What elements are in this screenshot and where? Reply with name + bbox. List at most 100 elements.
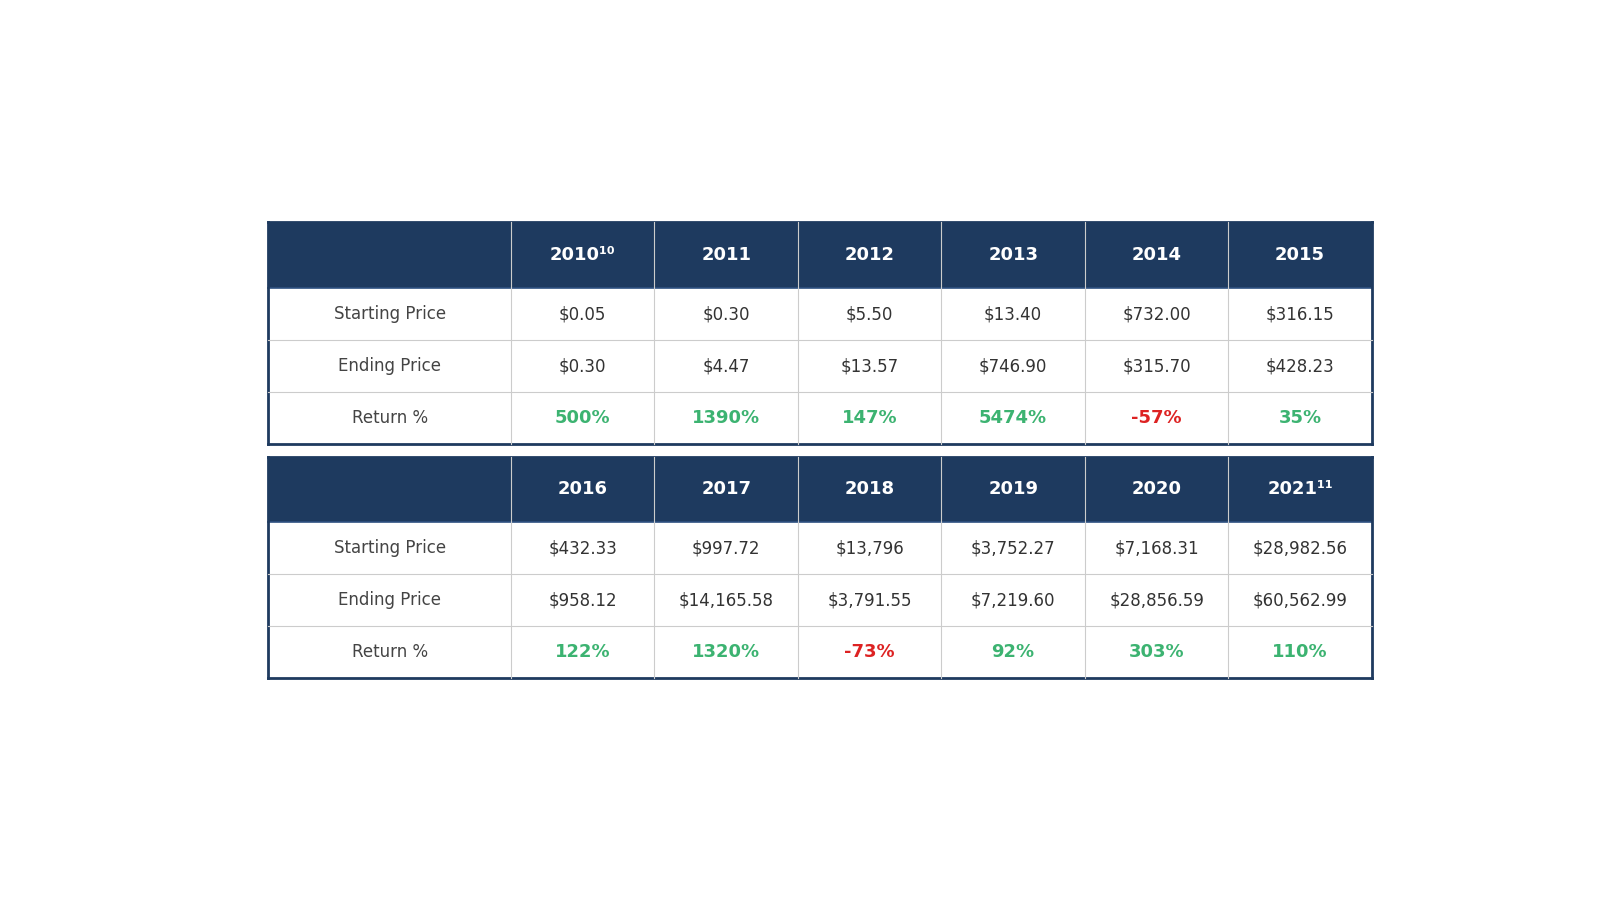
Bar <box>510 340 654 392</box>
Bar <box>798 456 941 522</box>
Bar <box>510 522 654 574</box>
Text: Ending Price: Ending Price <box>338 357 442 375</box>
Bar <box>654 340 798 392</box>
Bar <box>941 574 1085 626</box>
Text: Starting Price: Starting Price <box>333 539 446 557</box>
Text: Return %: Return % <box>352 644 427 662</box>
Text: 1320%: 1320% <box>693 644 760 662</box>
Text: 1390%: 1390% <box>693 410 760 427</box>
Bar <box>798 340 941 392</box>
Text: 122%: 122% <box>555 644 611 662</box>
Text: 2011: 2011 <box>701 247 750 265</box>
Text: $7,168.31: $7,168.31 <box>1114 539 1198 557</box>
Text: $428.23: $428.23 <box>1266 357 1334 375</box>
Text: $315.70: $315.70 <box>1122 357 1190 375</box>
Bar <box>1085 626 1229 679</box>
Bar <box>1229 222 1371 288</box>
Text: $14,165.58: $14,165.58 <box>678 591 774 609</box>
Text: 2019: 2019 <box>989 481 1038 499</box>
Text: $13.57: $13.57 <box>840 357 899 375</box>
Text: 303%: 303% <box>1128 644 1184 662</box>
Text: $4.47: $4.47 <box>702 357 750 375</box>
Text: $3,752.27: $3,752.27 <box>971 539 1056 557</box>
Text: -73%: -73% <box>845 644 894 662</box>
Bar <box>510 626 654 679</box>
Bar <box>941 456 1085 522</box>
Bar <box>654 574 798 626</box>
Bar <box>941 522 1085 574</box>
Text: $432.33: $432.33 <box>549 539 618 557</box>
Bar <box>1229 340 1371 392</box>
Text: 2016: 2016 <box>558 481 608 499</box>
Bar <box>269 522 510 574</box>
Text: $997.72: $997.72 <box>691 539 760 557</box>
Text: $7,219.60: $7,219.60 <box>971 591 1056 609</box>
Text: 2015: 2015 <box>1275 247 1325 265</box>
Text: $958.12: $958.12 <box>549 591 618 609</box>
Text: $13,796: $13,796 <box>835 539 904 557</box>
Text: $746.90: $746.90 <box>979 357 1048 375</box>
Bar <box>510 222 654 288</box>
Text: $28,856.59: $28,856.59 <box>1109 591 1205 609</box>
Bar <box>798 574 941 626</box>
Bar <box>1229 392 1371 444</box>
Text: $0.05: $0.05 <box>558 305 606 323</box>
Text: $28,982.56: $28,982.56 <box>1253 539 1347 557</box>
Bar <box>269 626 510 679</box>
Bar <box>269 574 510 626</box>
Bar <box>1085 340 1229 392</box>
Text: $13.40: $13.40 <box>984 305 1042 323</box>
Bar <box>269 222 510 288</box>
Bar <box>654 222 798 288</box>
Bar <box>654 626 798 679</box>
Text: 5474%: 5474% <box>979 410 1046 427</box>
Bar <box>941 288 1085 340</box>
Bar <box>654 392 798 444</box>
Bar <box>654 456 798 522</box>
Bar <box>1229 626 1371 679</box>
Text: -57%: -57% <box>1131 410 1182 427</box>
Text: $5.50: $5.50 <box>846 305 893 323</box>
Text: 2020: 2020 <box>1131 481 1181 499</box>
Bar <box>654 288 798 340</box>
Text: $316.15: $316.15 <box>1266 305 1334 323</box>
Text: $732.00: $732.00 <box>1122 305 1190 323</box>
Bar <box>1085 222 1229 288</box>
Text: 2017: 2017 <box>701 481 750 499</box>
Text: $3,791.55: $3,791.55 <box>827 591 912 609</box>
Text: 2010¹⁰: 2010¹⁰ <box>550 247 616 265</box>
Bar <box>1085 392 1229 444</box>
Bar <box>941 340 1085 392</box>
Text: $60,562.99: $60,562.99 <box>1253 591 1347 609</box>
Bar <box>654 522 798 574</box>
Text: 2013: 2013 <box>989 247 1038 265</box>
Bar <box>1085 288 1229 340</box>
Bar <box>798 522 941 574</box>
Bar <box>269 288 510 340</box>
Bar <box>510 392 654 444</box>
Bar <box>1085 456 1229 522</box>
Bar <box>1229 522 1371 574</box>
Bar <box>269 392 510 444</box>
Bar <box>269 456 510 522</box>
Bar <box>798 392 941 444</box>
Text: 147%: 147% <box>842 410 898 427</box>
Bar <box>510 456 654 522</box>
Bar <box>941 626 1085 679</box>
Bar <box>798 626 941 679</box>
Bar <box>941 392 1085 444</box>
Bar <box>1229 456 1371 522</box>
Text: 500%: 500% <box>555 410 611 427</box>
Text: $0.30: $0.30 <box>558 357 606 375</box>
Bar <box>269 340 510 392</box>
Text: 2021¹¹: 2021¹¹ <box>1267 481 1333 499</box>
Text: Ending Price: Ending Price <box>338 591 442 609</box>
Text: 2014: 2014 <box>1131 247 1181 265</box>
Text: 110%: 110% <box>1272 644 1328 662</box>
Bar <box>798 288 941 340</box>
Bar <box>798 222 941 288</box>
Bar <box>1229 288 1371 340</box>
Bar <box>510 288 654 340</box>
Text: 2012: 2012 <box>845 247 894 265</box>
Bar <box>1229 574 1371 626</box>
